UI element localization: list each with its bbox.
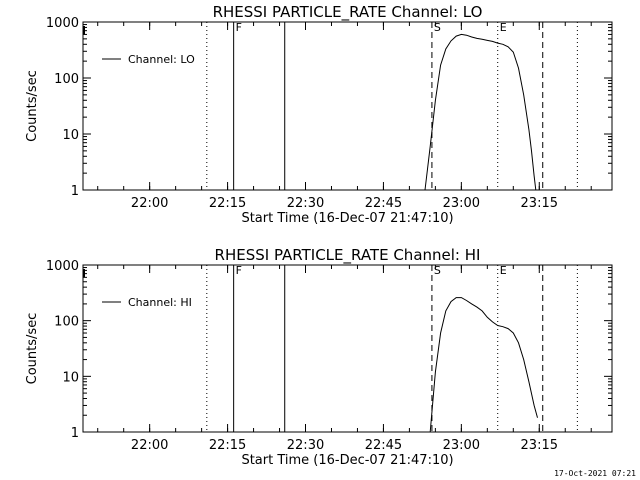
panel-lo: RHESSI PARTICLE_RATE Channel: LO 1 10 100 10… [25,3,613,226]
y-tick-label: 1000 [46,259,79,274]
x-tick-label: 22:30 [287,438,324,453]
event-marker-label: E [500,264,507,277]
series-line [429,297,538,433]
series-line [424,33,537,191]
chart-title: RHESSI PARTICLE_RATE Channel: HI [215,246,481,265]
x-tick-label: 22:45 [365,438,402,453]
x-tick-label: 22:15 [209,438,246,453]
y-tick-label: 1 [71,184,79,199]
event-marker-label: F [236,264,242,277]
x-axis-label: Start Time (16-Dec-07 21:47:10) [241,211,453,226]
event-marker-label: E [500,21,507,34]
y-tick-label: 10 [62,128,79,143]
x-axis-label: Start Time (16-Dec-07 21:47:10) [241,453,453,468]
x-tick-label: 23:15 [521,438,558,453]
x-tick-label: 22:00 [131,196,168,211]
y-tick-label: 1 [71,426,79,441]
legend-entry: Channel: HI [128,296,192,309]
x-tick-label: 23:00 [443,196,480,211]
plot-timestamp: 17-Oct-2021 07:21 [554,469,636,478]
x-tick-label: 23:00 [443,438,480,453]
event-marker-label: F [236,21,242,34]
y-tick-label: 1000 [46,16,79,31]
chart-title: RHESSI PARTICLE_RATE Channel: LO [213,3,483,22]
event-marker-label: S [434,21,441,34]
plot-frame [82,21,613,191]
x-tick-label: 22:15 [209,196,246,211]
x-tick-label: 22:00 [131,438,168,453]
x-tick-label: 22:30 [287,196,324,211]
x-tick-label: 23:15 [521,196,558,211]
event-marker-label: S [434,264,441,277]
y-axis-label: Counts/sec [25,70,40,142]
panel-hi: RHESSI PARTICLE_RATE Channel: HI 1 10 100 10… [25,246,613,468]
legend-entry: Channel: LO [128,53,195,66]
x-tick-label: 22:45 [365,196,402,211]
plot-frame [82,264,613,433]
y-tick-label: 100 [54,315,79,330]
y-tick-label: 10 [62,370,79,385]
y-axis-label: Counts/sec [25,313,40,385]
y-tick-label: 100 [54,72,79,87]
